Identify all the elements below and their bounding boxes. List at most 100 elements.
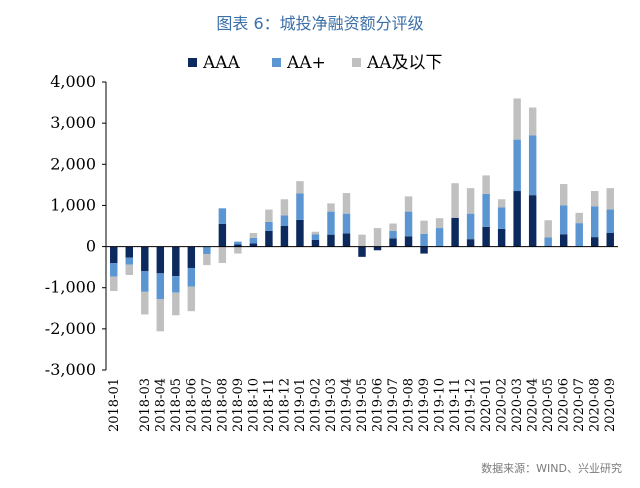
- bar-segment: [575, 223, 583, 247]
- x-tick-label: 2020-08: [588, 378, 603, 432]
- legend-swatch: [188, 58, 197, 67]
- bar-segment: [110, 276, 118, 292]
- bar-segment: [141, 246, 149, 272]
- bar-segment: [342, 193, 351, 214]
- bar-segment: [311, 234, 320, 240]
- bar-segment: [187, 286, 196, 312]
- bar-segment: [234, 244, 242, 247]
- legend-label: AA及以下: [366, 53, 443, 73]
- bar-segment: [389, 230, 397, 239]
- bar-segment: [218, 246, 227, 264]
- x-tick-label: 2018-04: [153, 378, 168, 432]
- x-tick-label: 2020-01: [479, 378, 494, 432]
- bar-segment: [420, 246, 428, 254]
- x-tick-label: 2019-09: [417, 378, 432, 432]
- bar-segment: [265, 230, 273, 247]
- bar-segment: [435, 218, 444, 229]
- legend: AAA AA+ AA及以下: [188, 53, 443, 73]
- bar-segment: [513, 191, 521, 247]
- bar-segment: [497, 228, 506, 247]
- x-tick-label: 2018-06: [184, 378, 199, 432]
- x-tick-label: 2019-11: [448, 378, 463, 432]
- x-tick-label: 2019-01: [293, 378, 308, 432]
- bar-segment: [466, 239, 475, 247]
- bar-segment: [249, 232, 258, 238]
- bar-segment: [280, 226, 289, 247]
- x-tick-label: 2020-02: [495, 378, 510, 432]
- bar-segment: [466, 213, 475, 240]
- bar-segment: [544, 237, 552, 247]
- bar-segment: [606, 188, 614, 210]
- bar-segment: [249, 237, 258, 244]
- bar-segment: [296, 193, 304, 220]
- x-axis: 2018-01 2018-03 2018-04 2018-05 2018-06 2018-…: [106, 246, 618, 432]
- bar-segment: [420, 220, 428, 234]
- bar-segment: [110, 263, 118, 277]
- x-tick-label: 2020-04: [526, 378, 541, 432]
- bar-segment: [218, 223, 227, 247]
- bar-segment: [125, 257, 133, 265]
- x-tick-label: 2019-08: [402, 378, 417, 432]
- y-tick-label: -1,000: [45, 278, 96, 297]
- bar-segment: [528, 135, 537, 196]
- bar-segment: [404, 196, 413, 212]
- bar-segment: [373, 246, 382, 251]
- bar-segment: [435, 228, 444, 247]
- y-tick-label: 0: [86, 237, 96, 256]
- x-tick-label: 2020-03: [510, 378, 525, 432]
- y-tick-label: -2,000: [45, 319, 96, 338]
- x-tick-label: 2019-12: [464, 378, 479, 432]
- x-tick-label: 2018-05: [169, 378, 184, 432]
- bar-segment: [389, 238, 397, 247]
- y-tick-label: 3,000: [50, 113, 96, 132]
- bar-segment: [466, 188, 475, 214]
- x-tick-label: 2018-07: [200, 378, 215, 432]
- x-tick-label: 2020-09: [603, 378, 618, 432]
- bar-segment: [482, 175, 490, 194]
- bar-segment: [451, 183, 459, 218]
- bar-segment: [559, 184, 568, 206]
- bar-segment: [559, 234, 568, 247]
- y-tick-label: -3,000: [45, 360, 96, 379]
- x-tick-label: 2019-07: [386, 378, 401, 432]
- bar-segment: [528, 195, 537, 247]
- legend-label: AA+: [286, 53, 326, 73]
- bar-segment: [156, 246, 165, 274]
- bar-segment: [156, 273, 165, 300]
- bar-segment: [404, 211, 413, 237]
- chart-title: 图表 6：城投净融资额分评级: [216, 14, 424, 33]
- bar-segment: [544, 220, 552, 238]
- bar-segment: [172, 276, 180, 293]
- bar-segment: [342, 233, 351, 247]
- legend-swatch: [352, 58, 361, 67]
- bar-segment: [187, 246, 196, 268]
- bar-segment: [528, 107, 537, 136]
- legend-label: AAA: [202, 53, 241, 73]
- bar-segment: [110, 246, 118, 264]
- bars: [110, 98, 614, 332]
- bar-segment: [296, 219, 304, 247]
- bar-segment: [606, 209, 614, 233]
- bar-segment: [311, 231, 320, 235]
- bar-segment: [389, 223, 397, 231]
- bar-segment: [497, 207, 506, 229]
- bar-segment: [187, 267, 196, 287]
- bar-segment: [575, 212, 583, 224]
- bar-segment: [327, 234, 335, 247]
- bar-segment: [513, 139, 521, 192]
- bar-segment: [591, 206, 599, 238]
- x-tick-label: 2019-03: [324, 378, 339, 432]
- x-tick-label: 2019-10: [433, 378, 448, 432]
- x-tick-label: 2020-07: [572, 378, 587, 432]
- bar-segment: [172, 246, 180, 277]
- x-tick-label: 2020-05: [541, 378, 556, 432]
- bar-segment: [249, 243, 258, 247]
- bar-segment: [125, 246, 133, 258]
- bar-segment: [125, 264, 133, 275]
- x-tick-label: 2018-11: [262, 378, 277, 432]
- bar-segment: [358, 246, 366, 257]
- bar-segment: [327, 203, 335, 212]
- bar-segment: [296, 181, 304, 194]
- bar-segment: [203, 253, 211, 266]
